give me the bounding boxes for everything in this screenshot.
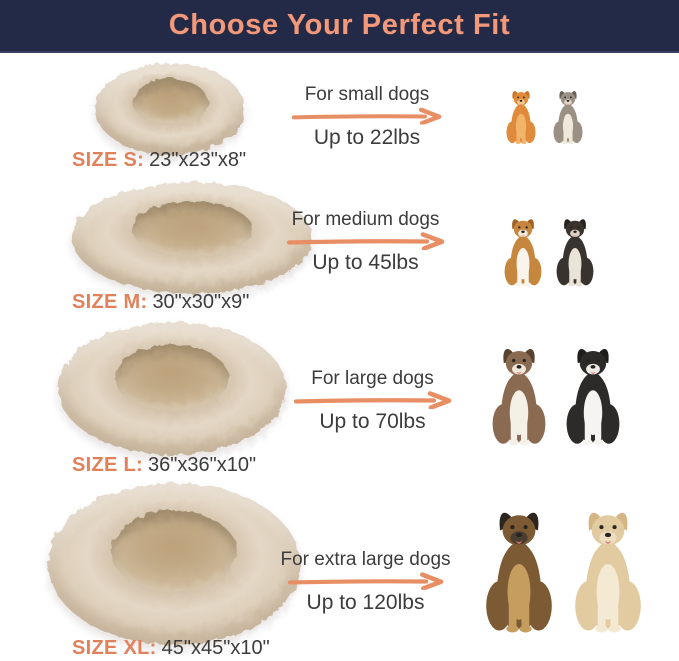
golden-retriever-image	[567, 473, 649, 637]
audience-text: For medium dogs	[291, 209, 440, 230]
fit-info: For medium dogs Up to 45lbs	[268, 209, 463, 275]
right-arrow-icon	[291, 107, 443, 125]
size-dimensions: 45"x45"x10"	[161, 637, 270, 659]
size-dimensions: 36"x36"x10"	[148, 454, 257, 476]
border-collie-image	[560, 331, 626, 449]
bed-center	[132, 201, 252, 258]
dog-bed-image-size-m	[72, 182, 312, 294]
bed-center	[132, 78, 208, 125]
weight-limit-text: Up to 22lbs	[313, 126, 421, 149]
weight-limit-text: Up to 70lbs	[319, 410, 426, 433]
audience-text: For small dogs	[304, 84, 430, 105]
audience-text: For large dogs	[311, 368, 434, 389]
size-caption: SIZE S: 23"x23"x8"	[72, 148, 246, 172]
pomeranian-image	[502, 88, 540, 146]
german-shepherd-image	[478, 473, 560, 637]
header-banner: Choose Your Perfect Fit	[0, 0, 679, 53]
size-dimensions: 23"x23"x8"	[149, 149, 247, 171]
size-caption: SIZE M: 30"x30"x9"	[72, 290, 249, 314]
size-dimensions: 30"x30"x9"	[152, 291, 250, 313]
dog-photos	[478, 473, 649, 637]
right-arrow-icon	[293, 391, 453, 409]
dog-bed-image-size-s	[95, 63, 245, 155]
fit-info: For extra large dogs Up to 120lbs	[258, 549, 473, 615]
dog-photos	[486, 331, 626, 449]
dog-bed-image-size-l	[58, 322, 286, 455]
fit-info: For small dogs Up to 22lbs	[272, 84, 462, 150]
bed-center	[111, 510, 237, 592]
size-label: SIZE L:	[72, 454, 143, 476]
fit-info: For large dogs Up to 70lbs	[280, 368, 465, 434]
weight-limit-text: Up to 45lbs	[312, 251, 419, 274]
beagle-image	[500, 200, 546, 289]
audience-text: For extra large dogs	[280, 549, 451, 570]
dog-photos	[500, 200, 598, 289]
right-arrow-icon	[286, 232, 446, 250]
dog-photos	[502, 88, 587, 146]
page-title: Choose Your Perfect Fit	[168, 9, 511, 41]
right-arrow-icon	[287, 572, 445, 590]
bed-center	[115, 344, 229, 412]
dog-bed-image-size-xl	[48, 483, 300, 645]
size-label: SIZE S:	[72, 149, 145, 171]
size-label: SIZE M:	[72, 291, 148, 313]
weight-limit-text: Up to 120lbs	[306, 591, 425, 614]
biewer-terrier-image	[549, 88, 587, 146]
size-label: SIZE XL:	[72, 637, 157, 659]
size-caption: SIZE L: 36"x36"x10"	[72, 453, 256, 477]
australian-shepherd-image	[486, 331, 552, 449]
french-bulldog-image	[552, 200, 598, 289]
size-caption: SIZE XL: 45"x45"x10"	[72, 636, 270, 660]
